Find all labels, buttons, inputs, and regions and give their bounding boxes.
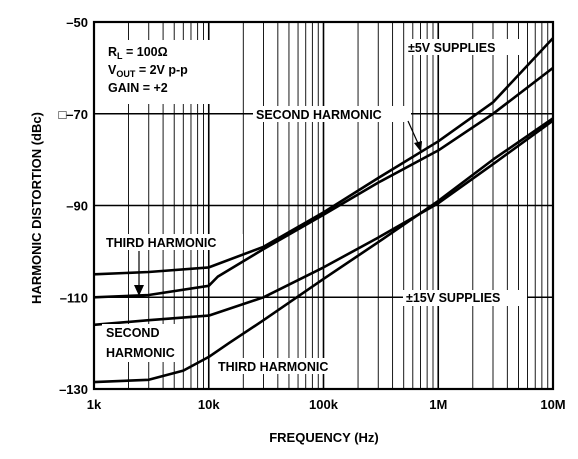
- series-line-3: [93, 119, 554, 327]
- plot-frame: [92, 20, 555, 391]
- label-third-harmonic-15v-background: [215, 358, 355, 374]
- x-tick-label: 1M: [429, 397, 447, 412]
- label-third-harmonic-5v-background: [103, 234, 243, 250]
- y-tick-label: –90: [66, 199, 88, 214]
- condition-gain: GAIN = +2: [108, 81, 168, 95]
- label-15v-background: [403, 290, 527, 306]
- y-tick-label: –50: [66, 15, 88, 30]
- condition-vout: VOUT = 2V p-p: [108, 63, 188, 79]
- y-tick-label: –130: [59, 382, 88, 397]
- arrow-head-third-harmonic-5v: [134, 285, 144, 296]
- label-15v-supplies: ±15V SUPPLIES: [406, 291, 500, 305]
- label-5v-supplies: ±5V SUPPLIES: [408, 41, 495, 55]
- y-tick-label: –110: [60, 290, 88, 305]
- y-axis-label: HARMONIC DISTORTION (dBc): [29, 112, 44, 304]
- y-tick-label: □–70: [58, 107, 88, 122]
- arrow-head-second-harmonic-5v: [414, 141, 422, 152]
- label-second-harmonic-5v-background: [253, 106, 411, 122]
- label-third-harmonic-15v: THIRD HARMONIC: [218, 360, 328, 374]
- x-tick-label: 10M: [540, 397, 565, 412]
- label-second-harmonic-15v-background: [102, 324, 182, 362]
- annotations: RL = 100Ω VOUT = 2V p-p GAIN = +2 ±5V SU…: [102, 39, 527, 374]
- x-tick-label: 10k: [198, 397, 220, 412]
- label-second-harmonic-5v: SECOND HARMONIC: [256, 108, 382, 122]
- series-line-4: [93, 117, 554, 384]
- x-tick-label: 1k: [87, 397, 102, 412]
- tick-labels: 1k 10k 100k 1M 10M –50 □–70 –90 –110 –130: [58, 15, 565, 412]
- series-line-1: [93, 37, 554, 276]
- condition-rl: RL = 100Ω: [108, 45, 168, 61]
- label-second-harmonic-15v-line2: HARMONIC: [106, 346, 175, 360]
- label-third-harmonic-5v: THIRD HARMONIC: [106, 236, 216, 250]
- label-5v-background: [405, 39, 521, 55]
- series-line-2: [93, 66, 554, 299]
- x-tick-label: 100k: [309, 397, 339, 412]
- conditions-background: [104, 40, 214, 104]
- series-lines: [93, 37, 554, 384]
- label-second-harmonic-15v-line1: SECOND: [106, 326, 159, 340]
- x-axis-label: FREQUENCY (Hz): [269, 430, 379, 445]
